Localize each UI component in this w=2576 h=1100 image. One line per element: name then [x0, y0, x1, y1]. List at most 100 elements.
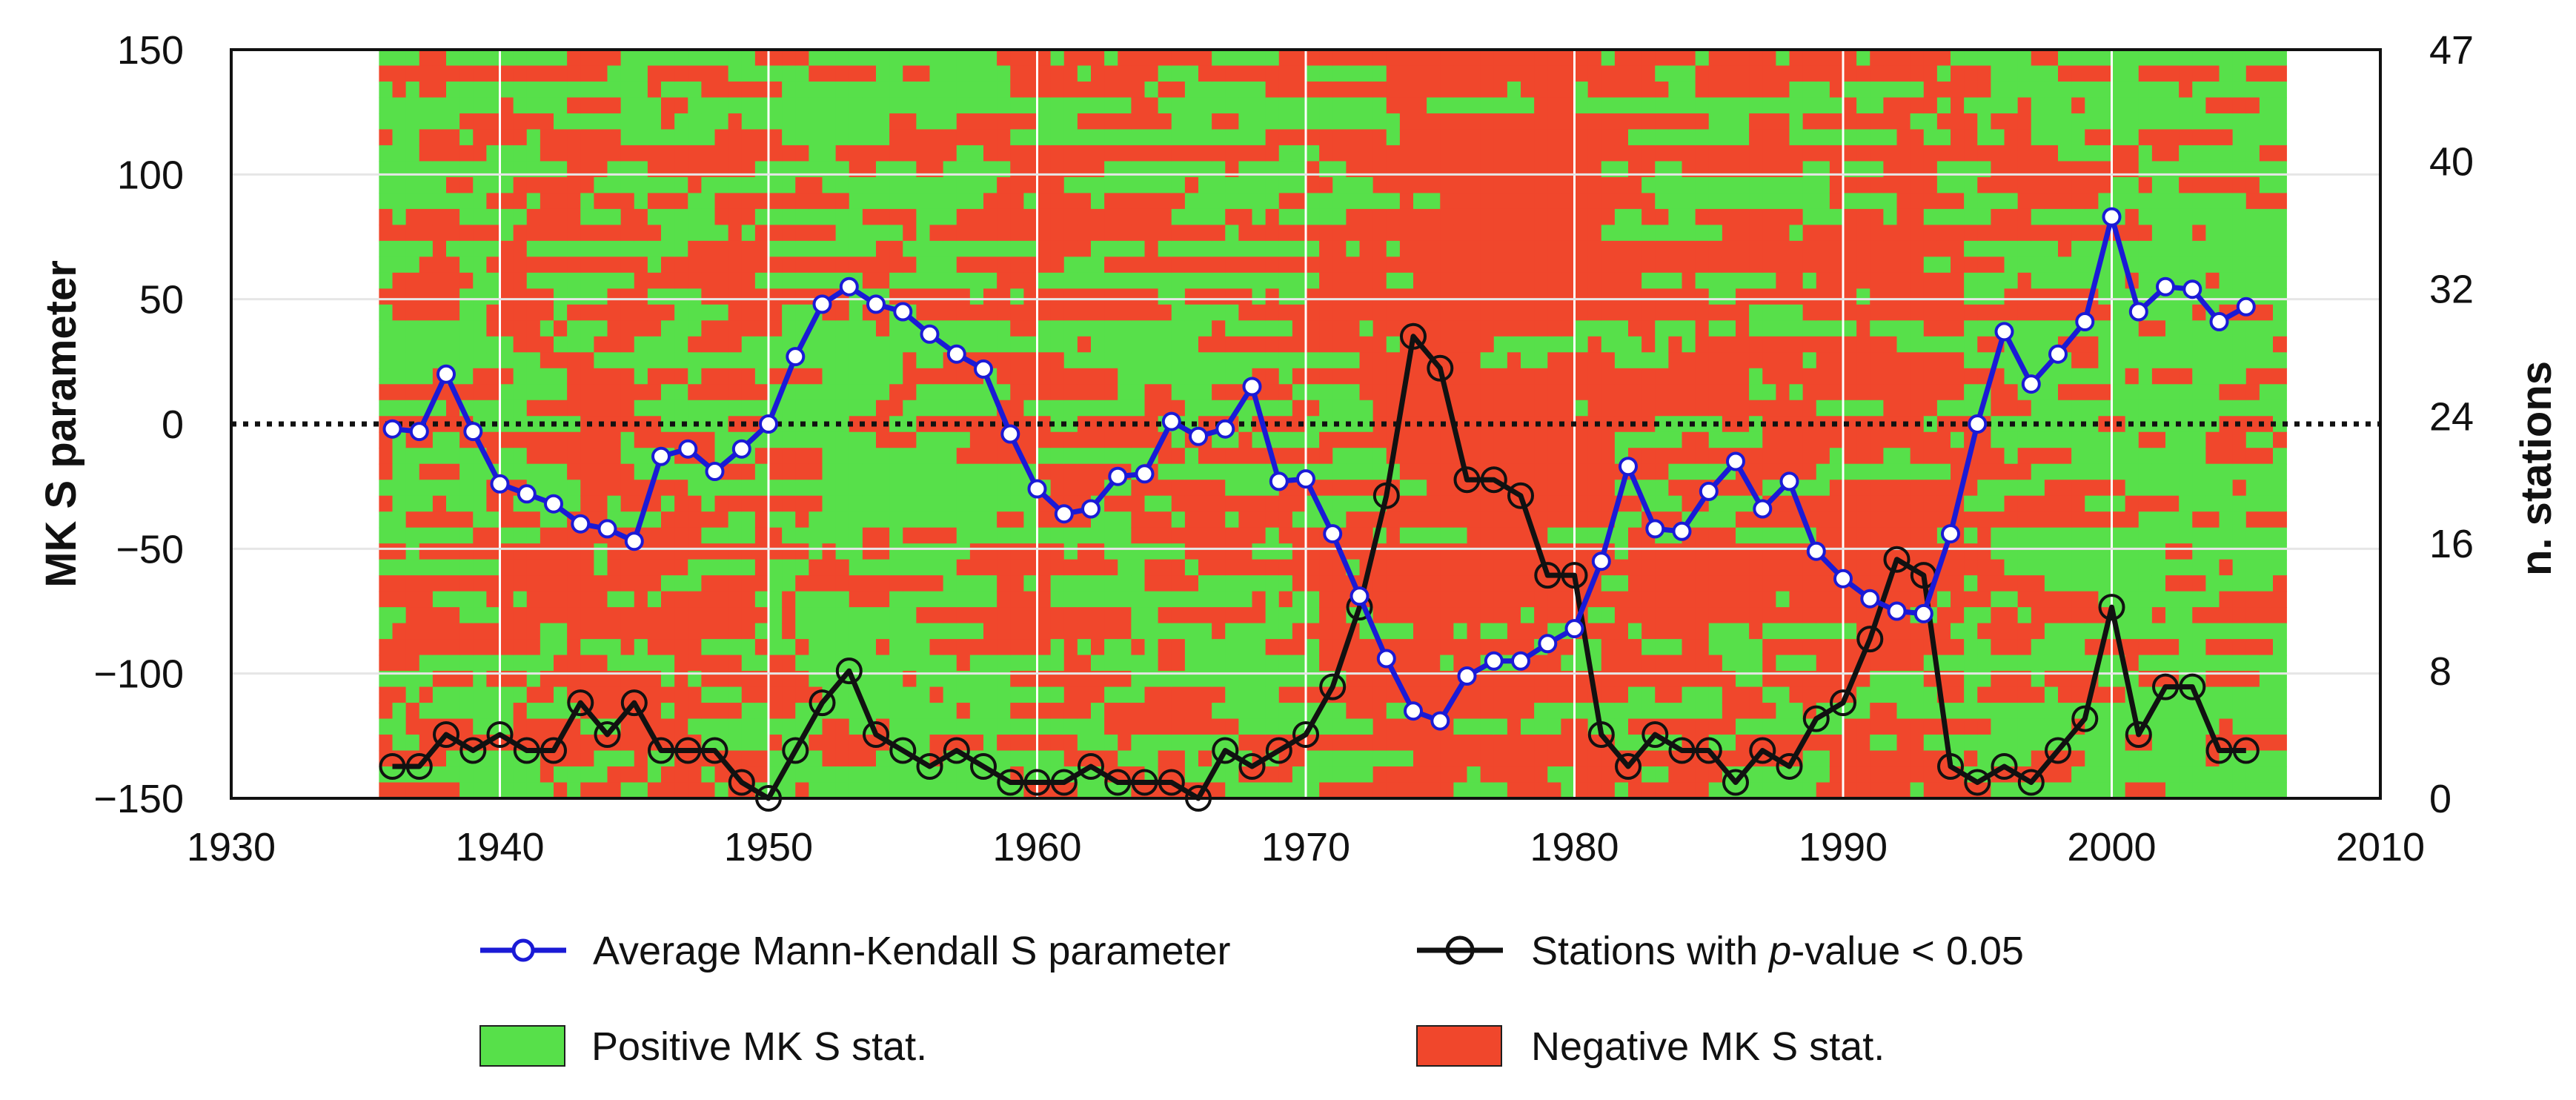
heatmap-cell: [1198, 655, 1212, 672]
heatmap-cell: [1601, 176, 1616, 194]
heatmap-cell: [1547, 703, 1562, 720]
heatmap-cell: [1359, 511, 1374, 529]
heatmap-cell: [876, 607, 890, 624]
heatmap-cell: [1480, 623, 1495, 640]
heatmap-cell: [1399, 639, 1414, 656]
heatmap-cell: [969, 65, 984, 82]
heatmap-cell: [526, 50, 541, 67]
heatmap-cell: [916, 240, 931, 258]
heatmap-cell: [835, 766, 850, 783]
heatmap-cell: [1789, 320, 1804, 337]
heatmap-cell: [809, 782, 823, 799]
heatmap-cell: [1480, 384, 1495, 401]
heatmap-cell: [1131, 718, 1146, 735]
heatmap-cell: [1023, 735, 1038, 752]
heatmap-cell: [1346, 400, 1361, 417]
heatmap-cell: [473, 50, 488, 67]
heatmap-cell: [1077, 623, 1092, 640]
heatmap-cell: [1574, 750, 1589, 767]
heatmap-cell: [1641, 272, 1656, 290]
heatmap-cell: [1077, 368, 1092, 385]
heatmap-cell: [1521, 81, 1535, 99]
heatmap-cell: [916, 145, 931, 162]
heatmap-cell: [634, 97, 648, 114]
heatmap-cell: [1386, 527, 1401, 544]
heatmap-cell: [1655, 208, 1670, 226]
heatmap-cell: [849, 623, 863, 640]
heatmap-cell: [983, 511, 997, 529]
heatmap-cell: [405, 272, 420, 290]
heatmap-cell: [1332, 368, 1347, 385]
heatmap-cell: [1493, 368, 1508, 385]
heatmap-cell: [754, 193, 769, 210]
heatmap-cell: [862, 129, 877, 146]
heatmap-cell: [674, 671, 689, 688]
heatmap-cell: [647, 431, 662, 449]
heatmap-cell: [795, 671, 810, 688]
heatmap-cell: [956, 575, 971, 592]
heatmap-cell: [728, 81, 743, 99]
heatmap-cell: [1171, 559, 1186, 576]
heatmap-cell: [1010, 97, 1025, 114]
heatmap-cell: [1252, 495, 1267, 512]
heatmap-cell: [997, 559, 1012, 576]
heatmap-cell: [1023, 320, 1038, 337]
heatmap-cell: [1587, 50, 1602, 67]
heatmap-cell: [1399, 766, 1414, 783]
heatmap-cell: [1736, 50, 1750, 67]
heatmap-cell: [1682, 431, 1696, 449]
heatmap-cell: [1332, 304, 1347, 322]
heatmap-cell: [929, 208, 944, 226]
heatmap-cell: [1467, 176, 1481, 194]
heatmap-cell: [1655, 352, 1670, 369]
heatmap-cell: [661, 368, 675, 385]
heatmap-cell: [1802, 256, 1817, 274]
heatmap-cell: [1372, 575, 1387, 592]
heatmap-cell: [486, 81, 501, 99]
heatmap-cell: [1077, 559, 1092, 576]
heatmap-cell: [1252, 336, 1267, 354]
heatmap-cell: [1776, 448, 1790, 465]
heatmap-cell: [554, 256, 568, 274]
heatmap-cell: [1104, 448, 1119, 465]
heatmap-cell: [862, 448, 877, 465]
heatmap-cell: [1023, 607, 1038, 624]
heatmap-cell: [446, 623, 460, 640]
heatmap-cell: [1010, 575, 1025, 592]
heatmap-cell: [714, 686, 729, 703]
heatmap-cell: [1668, 113, 1683, 130]
heatmap-cell: [1346, 511, 1361, 529]
heatmap-cell: [929, 782, 944, 799]
heatmap-cell: [1332, 448, 1347, 465]
heatmap-cell: [1655, 416, 1670, 433]
heatmap-cell: [526, 591, 541, 608]
heatmap-cell: [1158, 256, 1172, 274]
heatmap-cell: [688, 671, 703, 688]
heatmap-cell: [1050, 671, 1065, 688]
heatmap-cell: [1386, 81, 1401, 99]
heatmap-cell: [1749, 591, 1764, 608]
heatmap-cell: [862, 50, 877, 67]
heatmap-cell: [554, 368, 568, 385]
heatmap-cell: [513, 50, 528, 67]
heatmap-cell: [1238, 575, 1253, 592]
heatmap-cell: [1628, 384, 1642, 401]
heatmap-cell: [754, 50, 769, 67]
heatmap-cell: [661, 591, 675, 608]
heatmap-cell: [1063, 431, 1078, 449]
heatmap-cell: [1547, 113, 1562, 130]
heatmap-cell: [1695, 129, 1710, 146]
heatmap-cell: [1521, 193, 1535, 210]
heatmap-cell: [795, 65, 810, 82]
heatmap-cell: [1212, 400, 1226, 417]
heatmap-cell: [1131, 495, 1146, 512]
heatmap-cell: [1722, 288, 1736, 305]
heatmap-cell: [876, 480, 890, 497]
heatmap-cell: [620, 463, 635, 481]
heatmap-cell: [1628, 129, 1642, 146]
heatmap-cell: [580, 256, 595, 274]
heatmap-cell: [754, 655, 769, 672]
heatmap-cell: [1547, 543, 1562, 560]
heatmap-cell: [1278, 65, 1293, 82]
heatmap-cell: [1077, 225, 1092, 242]
